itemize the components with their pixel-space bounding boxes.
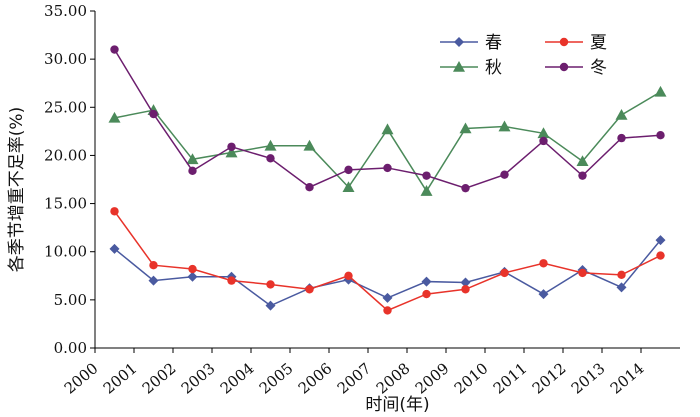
data-point [539, 136, 548, 146]
x-tick-label: 2005 [256, 359, 297, 397]
data-point [655, 235, 666, 246]
legend-label: 春 [485, 33, 502, 53]
data-point [422, 171, 431, 180]
data-point [460, 277, 471, 288]
y-tick-label: 35.00 [44, 2, 87, 20]
data-point [266, 154, 275, 163]
data-point [421, 276, 432, 287]
series-3 [110, 45, 665, 193]
data-point [461, 285, 470, 294]
x-tick-label: 2003 [178, 359, 219, 397]
legend-marker [453, 61, 465, 72]
x-tick-label: 2012 [529, 359, 570, 397]
x-tick-label: 2000 [61, 359, 102, 397]
data-point [537, 127, 550, 139]
data-point [383, 163, 392, 173]
data-point [500, 170, 509, 179]
x-tick-label: 2001 [100, 359, 141, 397]
legend-item-0: 春 [440, 33, 502, 53]
data-point [461, 183, 470, 193]
data-point [303, 139, 316, 151]
data-point [265, 300, 276, 311]
data-point [617, 270, 626, 280]
data-point [459, 122, 472, 134]
data-point [227, 276, 236, 285]
legend-item-1: 夏 [545, 33, 607, 53]
data-point [186, 153, 199, 165]
x-tick-label: 2009 [412, 359, 453, 397]
legend-label: 秋 [485, 58, 502, 78]
data-point [342, 181, 355, 193]
y-tick-label: 5.00 [54, 291, 87, 309]
x-tick-label: 2010 [451, 359, 492, 397]
data-point [266, 280, 275, 289]
series-0 [109, 235, 666, 311]
data-point [538, 289, 549, 300]
x-tick-label: 2002 [139, 359, 180, 397]
legend-item-2: 秋 [440, 58, 502, 78]
data-point [344, 271, 353, 280]
y-tick-label: 10.00 [44, 243, 87, 261]
legend-marker [454, 37, 464, 47]
data-point [420, 185, 433, 196]
data-point [654, 85, 667, 97]
x-tick-label: 2006 [295, 359, 336, 397]
y-tick-label: 30.00 [44, 50, 87, 68]
data-point [305, 285, 314, 294]
x-tick-label: 2004 [217, 359, 258, 397]
data-point [187, 271, 198, 282]
data-point [305, 183, 314, 192]
legend-marker [559, 37, 569, 47]
data-point [578, 268, 587, 278]
data-point [108, 111, 121, 123]
series-1 [110, 207, 665, 315]
x-tick-label: 2011 [490, 359, 531, 397]
data-point [110, 45, 119, 54]
y-tick-label: 15.00 [44, 195, 87, 213]
legend-label: 冬 [590, 58, 607, 78]
data-point [381, 123, 394, 135]
data-point [149, 260, 158, 270]
data-point [227, 142, 236, 151]
x-tick-label: 2007 [334, 359, 375, 397]
y-axis-title: 各季节增重不足率(%) [7, 107, 27, 272]
data-point [615, 108, 628, 120]
legend-label: 夏 [590, 33, 607, 53]
data-point [616, 282, 627, 293]
x-tick-label: 2013 [568, 359, 609, 397]
data-point [656, 251, 665, 260]
data-point [188, 166, 197, 176]
x-tick-label: 2014 [607, 359, 648, 397]
x-tick-label: 2008 [373, 359, 414, 397]
data-point [382, 292, 393, 303]
y-tick-label: 0.00 [54, 339, 87, 357]
legend: 春 夏秋 冬 [440, 33, 607, 78]
x-axis-title: 时间(年) [365, 395, 429, 415]
data-point [539, 259, 548, 268]
data-point [500, 268, 509, 278]
data-point [656, 131, 665, 140]
data-point [422, 289, 431, 299]
data-point [148, 275, 159, 286]
data-point [578, 171, 587, 180]
data-point [225, 146, 238, 158]
data-point [383, 306, 392, 315]
axes: 0.00 5.00 10.00 15.00 20.00 25.00 30.00 35.00 20… [44, 2, 680, 398]
legend-marker [559, 62, 569, 72]
data-point [109, 243, 120, 254]
legend-item-3: 冬 [545, 58, 607, 78]
data-point [149, 109, 158, 119]
data-point [576, 155, 589, 167]
series-2 [108, 85, 667, 196]
data-point [110, 207, 119, 216]
data-point [188, 264, 197, 274]
data-point [264, 139, 277, 151]
data-point [344, 165, 353, 175]
series-layer [108, 45, 667, 315]
data-point [617, 133, 626, 143]
y-tick-label: 25.00 [44, 98, 87, 116]
data-point [498, 120, 511, 132]
y-tick-label: 20.00 [44, 146, 87, 164]
